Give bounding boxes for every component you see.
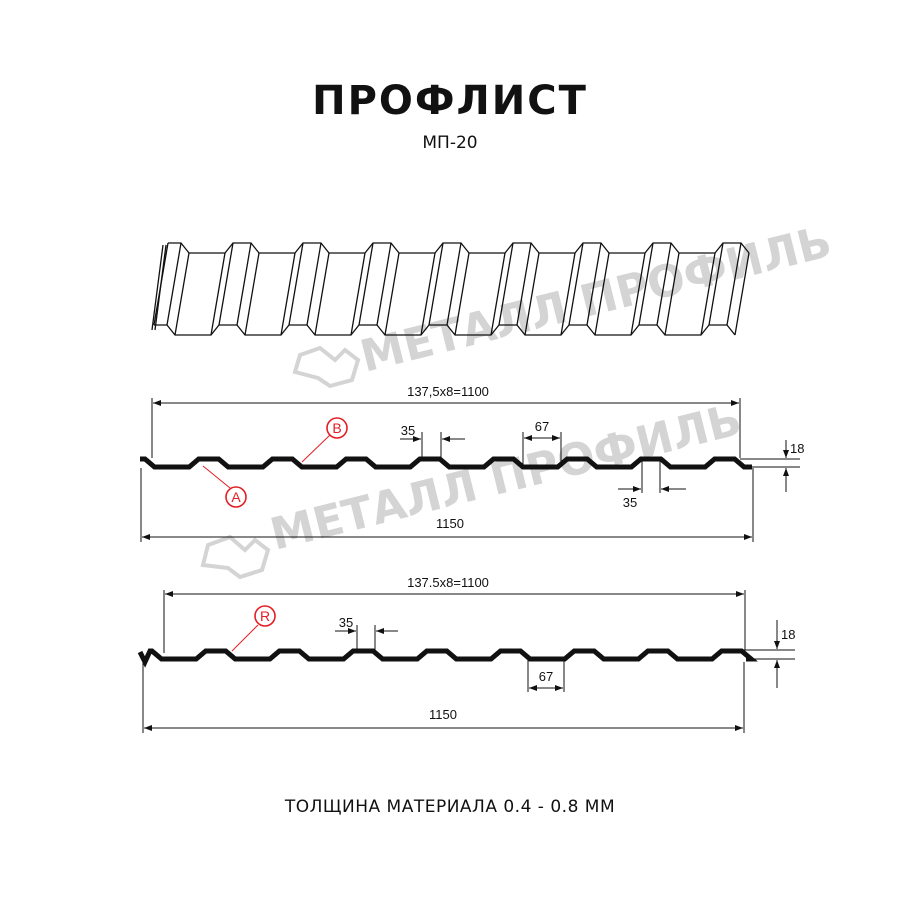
sheet-rib-line bbox=[708, 242, 724, 326]
sheet-rib-line bbox=[700, 252, 716, 336]
dim-top-width-label: 35 bbox=[401, 423, 415, 438]
sheet-rib-line bbox=[166, 242, 182, 326]
watermark-1: МЕТАЛЛ ПРОФИЛЬ bbox=[292, 216, 837, 389]
callout-b: B bbox=[301, 417, 348, 463]
sheet-rib-line bbox=[376, 242, 392, 326]
dim-height-label-r: 18 bbox=[781, 627, 795, 642]
callout-a-label: A bbox=[231, 489, 241, 505]
sheet-rib-line bbox=[446, 242, 462, 326]
profile-sheet-3d-view bbox=[151, 242, 750, 336]
section-ab: 137,5x8=1100 1150 35 67 35 18 A B bbox=[140, 384, 804, 542]
sheet-rib-line bbox=[656, 242, 672, 326]
sheet-rib-line bbox=[638, 242, 654, 326]
sheet-rib-line bbox=[726, 242, 742, 326]
dim-width-label-r: 1150 bbox=[429, 707, 457, 722]
sheet-rib-line bbox=[420, 252, 436, 336]
material-thickness-note: ТОЛЩИНА МАТЕРИАЛА 0.4 - 0.8 ММ bbox=[284, 797, 616, 817]
callout-b-label: B bbox=[332, 420, 341, 436]
watermark-2: МЕТАЛЛ ПРОФИЛЬ bbox=[200, 394, 747, 580]
dim-pitch-label-r: 137.5x8=1100 bbox=[407, 575, 489, 590]
sheet-rib-line bbox=[734, 252, 750, 336]
sheet-rib-line bbox=[358, 242, 374, 326]
sheet-rib-line bbox=[280, 252, 296, 336]
section-r: 137.5x8=1100 1150 35 67 18 R bbox=[137, 575, 795, 733]
sheet-rib-line bbox=[516, 242, 532, 326]
sheet-rib-line bbox=[350, 252, 366, 336]
sheet-rib-line bbox=[210, 252, 226, 336]
callout-r: R bbox=[231, 605, 276, 652]
dim-bottom-width-label: 67 bbox=[535, 419, 549, 434]
sheet-rib-line bbox=[244, 252, 260, 336]
sheet-overlap-edge bbox=[154, 244, 167, 331]
sheet-rib-line bbox=[454, 252, 470, 336]
callout-r-label: R bbox=[260, 608, 270, 624]
profile-model: МП-20 bbox=[422, 133, 478, 153]
sheet-rib-line bbox=[218, 242, 234, 326]
sheet-rib-line bbox=[630, 252, 646, 336]
sheet-overlap-edge bbox=[151, 244, 164, 331]
page-title: ПРОФЛИСТ bbox=[312, 78, 588, 124]
dim-pitch-label: 137,5x8=1100 bbox=[407, 384, 489, 399]
dim-width-label: 1150 bbox=[436, 516, 464, 531]
sheet-rib-line bbox=[428, 242, 444, 326]
sheet-rib-line bbox=[586, 242, 602, 326]
sheet-rib-line bbox=[664, 252, 680, 336]
sheet-rib-line bbox=[236, 242, 252, 326]
sheet-rib-line bbox=[490, 252, 506, 336]
dim-top-width-2-label: 35 bbox=[623, 495, 637, 510]
dim-bottom-width-label-r: 67 bbox=[539, 669, 553, 684]
sheet-rib-line bbox=[174, 252, 190, 336]
sheet-rib-line bbox=[384, 252, 400, 336]
dim-top-width-label-r: 35 bbox=[339, 615, 353, 630]
dim-height-label: 18 bbox=[790, 441, 804, 456]
sheet-top-edge bbox=[168, 242, 750, 254]
profile-section-2 bbox=[137, 648, 758, 668]
sheet-rib-line bbox=[314, 252, 330, 336]
sheet-rib-line bbox=[498, 242, 514, 326]
callout-a: A bbox=[202, 465, 247, 508]
sheet-rib-line bbox=[288, 242, 304, 326]
sheet-rib-line bbox=[568, 242, 584, 326]
sheet-rib-line bbox=[306, 242, 322, 326]
sheet-rib-line bbox=[594, 252, 610, 336]
profile-section-1 bbox=[140, 456, 752, 470]
sheet-rib-line bbox=[560, 252, 576, 336]
sheet-rib-line bbox=[524, 252, 540, 336]
